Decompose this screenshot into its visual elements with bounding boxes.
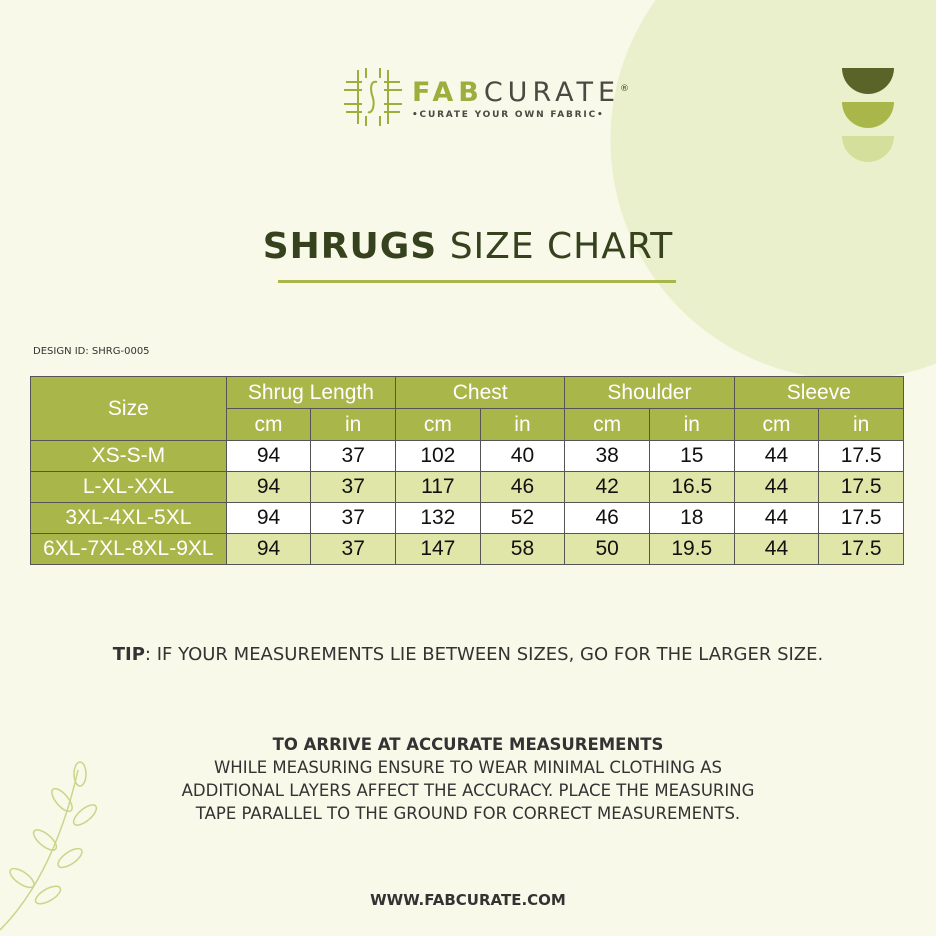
value-cell: 16.5 <box>648 471 735 503</box>
group-header: Chest <box>395 376 566 409</box>
value-cell: 94 <box>225 471 312 503</box>
unit-header: cm <box>395 408 481 441</box>
group-header: Shoulder <box>564 376 735 409</box>
value-cell: 37 <box>310 533 397 565</box>
size-header: Size <box>30 376 227 441</box>
value-cell: 37 <box>310 471 397 503</box>
semicircle-mid <box>842 102 894 128</box>
group-header: Sleeve <box>733 376 905 409</box>
unit-header: in <box>648 408 735 441</box>
value-cell: 58 <box>479 533 566 565</box>
value-cell: 17.5 <box>818 502 904 534</box>
value-cell: 17.5 <box>818 471 904 503</box>
table-row: 3XL-4XL-5XL 94 37 132 52 46 18 44 17.5 <box>30 502 904 534</box>
value-cell: 17.5 <box>818 533 904 565</box>
value-cell: 44 <box>733 533 820 565</box>
instructions-line: WHILE MEASURING ENSURE TO WEAR MINIMAL C… <box>213 758 723 777</box>
value-cell: 52 <box>479 502 566 534</box>
size-chart-table: Size Shrug Length Chest Shoulder Sleeve … <box>30 376 905 565</box>
value-cell: 102 <box>395 440 481 472</box>
website-link[interactable]: WWW.FABCURATE.COM <box>370 891 566 909</box>
value-cell: 44 <box>733 502 820 534</box>
fabric-grid-logo-icon <box>344 68 402 126</box>
tip-text: : IF YOUR MEASUREMENTS LIE BETWEEN SIZES… <box>144 644 824 665</box>
value-cell: 42 <box>564 471 650 503</box>
measurement-instructions: TO ARRIVE AT ACCURATE MEASUREMENTS WHILE… <box>0 733 936 825</box>
unit-header: in <box>479 408 566 441</box>
size-cell: 3XL-4XL-5XL <box>30 502 227 534</box>
instructions-line: ADDITIONAL LAYERS AFFECT THE ACCURACY. P… <box>181 781 755 800</box>
value-cell: 94 <box>225 533 312 565</box>
value-cell: 18 <box>648 502 735 534</box>
tip-label: TIP <box>112 644 145 665</box>
unit-header-row: cm in cm in cm in cm in <box>31 408 904 441</box>
size-cell: 6XL-7XL-8XL-9XL <box>30 533 227 565</box>
table-row: 6XL-7XL-8XL-9XL 94 37 147 58 50 19.5 44 17.5 <box>30 533 904 565</box>
title-bold: SHRUGS <box>262 226 438 267</box>
brand-name-bold: FAB <box>412 77 484 108</box>
table-row: L-XL-XXL 94 37 117 46 42 16.5 44 17.5 <box>30 471 904 503</box>
value-cell: 147 <box>395 533 481 565</box>
design-id: DESIGN ID: SHRG-0005 <box>33 346 150 357</box>
unit-header: cm <box>225 408 312 441</box>
unit-header: in <box>310 408 397 441</box>
instructions-heading: TO ARRIVE AT ACCURATE MEASUREMENTS <box>272 735 664 754</box>
page-title: SHRUGS SIZE CHART <box>0 226 936 267</box>
tagline: •CURATE YOUR OWN FABRIC• <box>412 110 605 120</box>
table-body: XS-S-M 94 37 102 40 38 15 44 17.5 L-XL-XXL 94 37 117… <box>30 440 904 565</box>
brand-name-light: CURATE <box>483 77 621 108</box>
table-row: XS-S-M 94 37 102 40 38 15 44 17.5 <box>30 440 904 472</box>
value-cell: 94 <box>225 440 312 472</box>
value-cell: 19.5 <box>648 533 735 565</box>
title-rest: SIZE CHART <box>437 226 674 267</box>
size-cell: L-XL-XXL <box>30 471 227 503</box>
unit-header: cm <box>733 408 820 441</box>
unit-header: cm <box>564 408 650 441</box>
registered-mark: ® <box>620 84 630 94</box>
group-header: Shrug Length <box>225 376 397 409</box>
instructions-line: TAPE PARALLEL TO THE GROUND FOR CORRECT … <box>195 804 741 823</box>
value-cell: 37 <box>310 440 397 472</box>
value-cell: 50 <box>564 533 650 565</box>
leaf-branch-icon <box>0 761 98 931</box>
value-cell: 15 <box>648 440 735 472</box>
value-cell: 37 <box>310 502 397 534</box>
value-cell: 44 <box>733 440 820 472</box>
semicircle-dark <box>842 68 894 94</box>
unit-header: in <box>818 408 904 441</box>
size-cell: XS-S-M <box>30 440 227 472</box>
value-cell: 46 <box>479 471 566 503</box>
value-cell: 94 <box>225 502 312 534</box>
tip: TIP: IF YOUR MEASUREMENTS LIE BETWEEN SI… <box>0 644 936 665</box>
value-cell: 17.5 <box>818 440 904 472</box>
value-cell: 44 <box>733 471 820 503</box>
value-cell: 132 <box>395 502 481 534</box>
title-underline <box>278 280 676 283</box>
value-cell: 40 <box>479 440 566 472</box>
value-cell: 38 <box>564 440 650 472</box>
value-cell: 46 <box>564 502 650 534</box>
logo: FABCURATE® •CURATE YOUR OWN FABRIC• <box>344 68 629 126</box>
semicircle-light <box>842 136 894 162</box>
value-cell: 117 <box>395 471 481 503</box>
